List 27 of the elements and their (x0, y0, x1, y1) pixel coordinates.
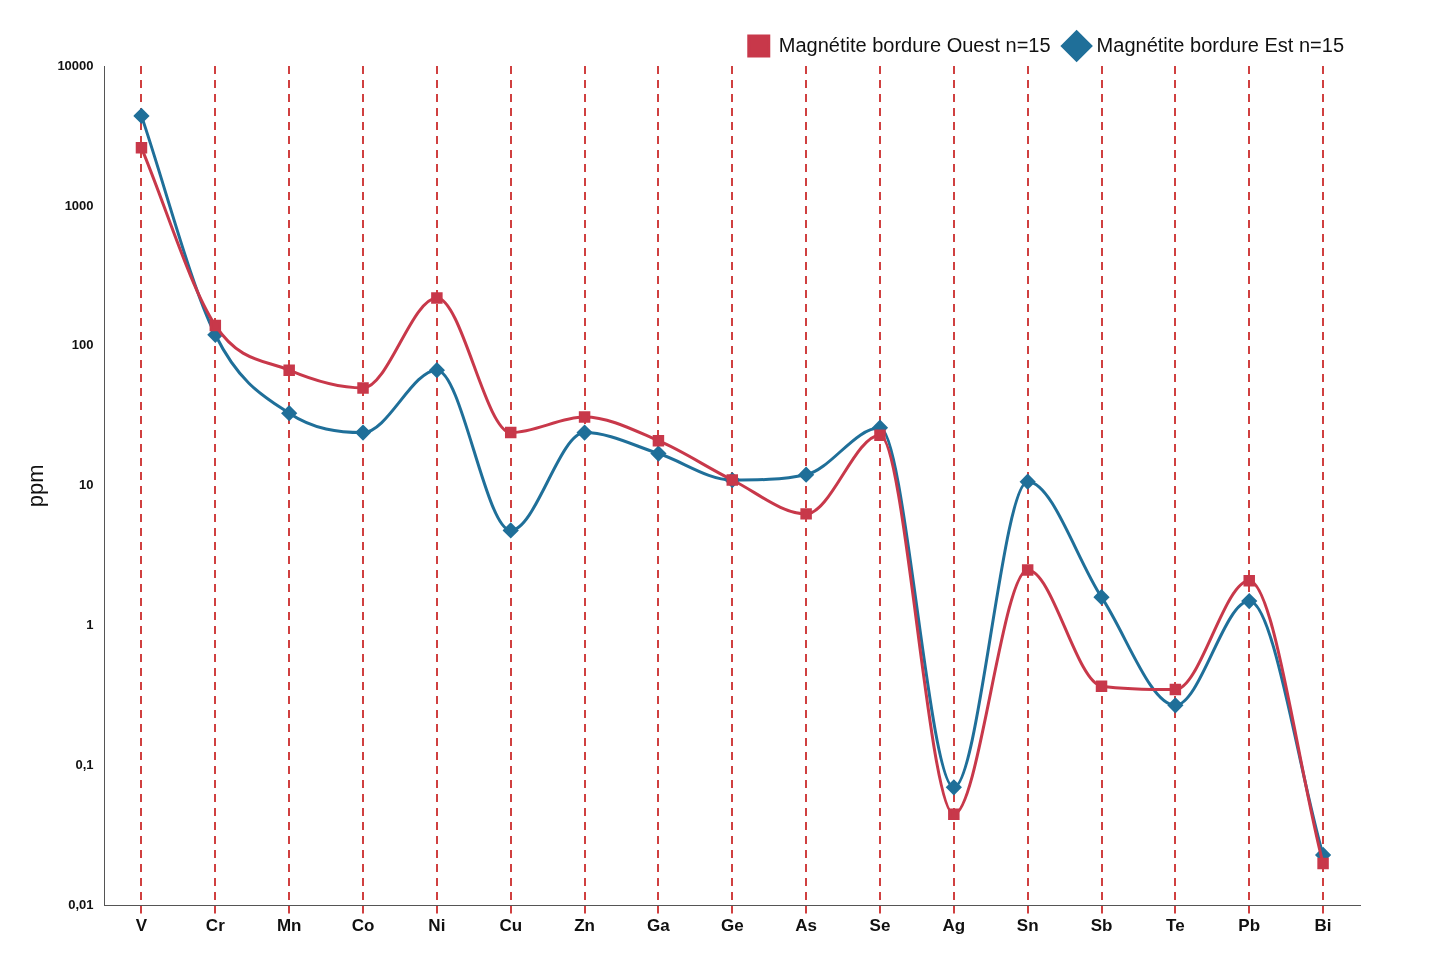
x-tick-label: Se (869, 916, 891, 936)
x-tick-label: Ni (428, 916, 446, 936)
y-tick-label: 0,01 (68, 897, 94, 913)
y-tick-label: 1 (86, 617, 94, 633)
x-tick-label: V (135, 916, 148, 936)
x-tick-label: Pb (1238, 916, 1261, 936)
y-tick-label: 1000 (64, 197, 94, 213)
x-tick-label: Ga (647, 916, 671, 936)
x-tick-label: As (795, 916, 817, 936)
x-tick-label: Mn (276, 916, 302, 936)
x-tick-label: Zn (574, 916, 595, 936)
x-tick-label: Ag (942, 916, 966, 936)
x-tick-label: Cu (499, 916, 523, 936)
y-axis-title: ppm (23, 464, 49, 508)
x-tick-label: Te (1166, 916, 1185, 936)
legend-label: Magnétite bordure Ouest n=15 (778, 33, 1051, 56)
x-tick-label: Sn (1016, 916, 1039, 936)
legend-label: Magnétite bordure Est n=15 (1096, 33, 1345, 56)
y-tick-label: 10 (79, 477, 94, 493)
y-tick-label: 100 (71, 337, 94, 353)
x-tick-label: Co (351, 916, 375, 936)
x-tick-label: Ge (720, 916, 744, 936)
x-tick-label: Bi (1314, 916, 1332, 936)
y-tick-label: 10000 (57, 57, 94, 73)
y-tick-label: 0,1 (75, 757, 94, 773)
x-tick-label: Sb (1090, 916, 1113, 936)
x-tick-label: Cr (205, 916, 226, 936)
